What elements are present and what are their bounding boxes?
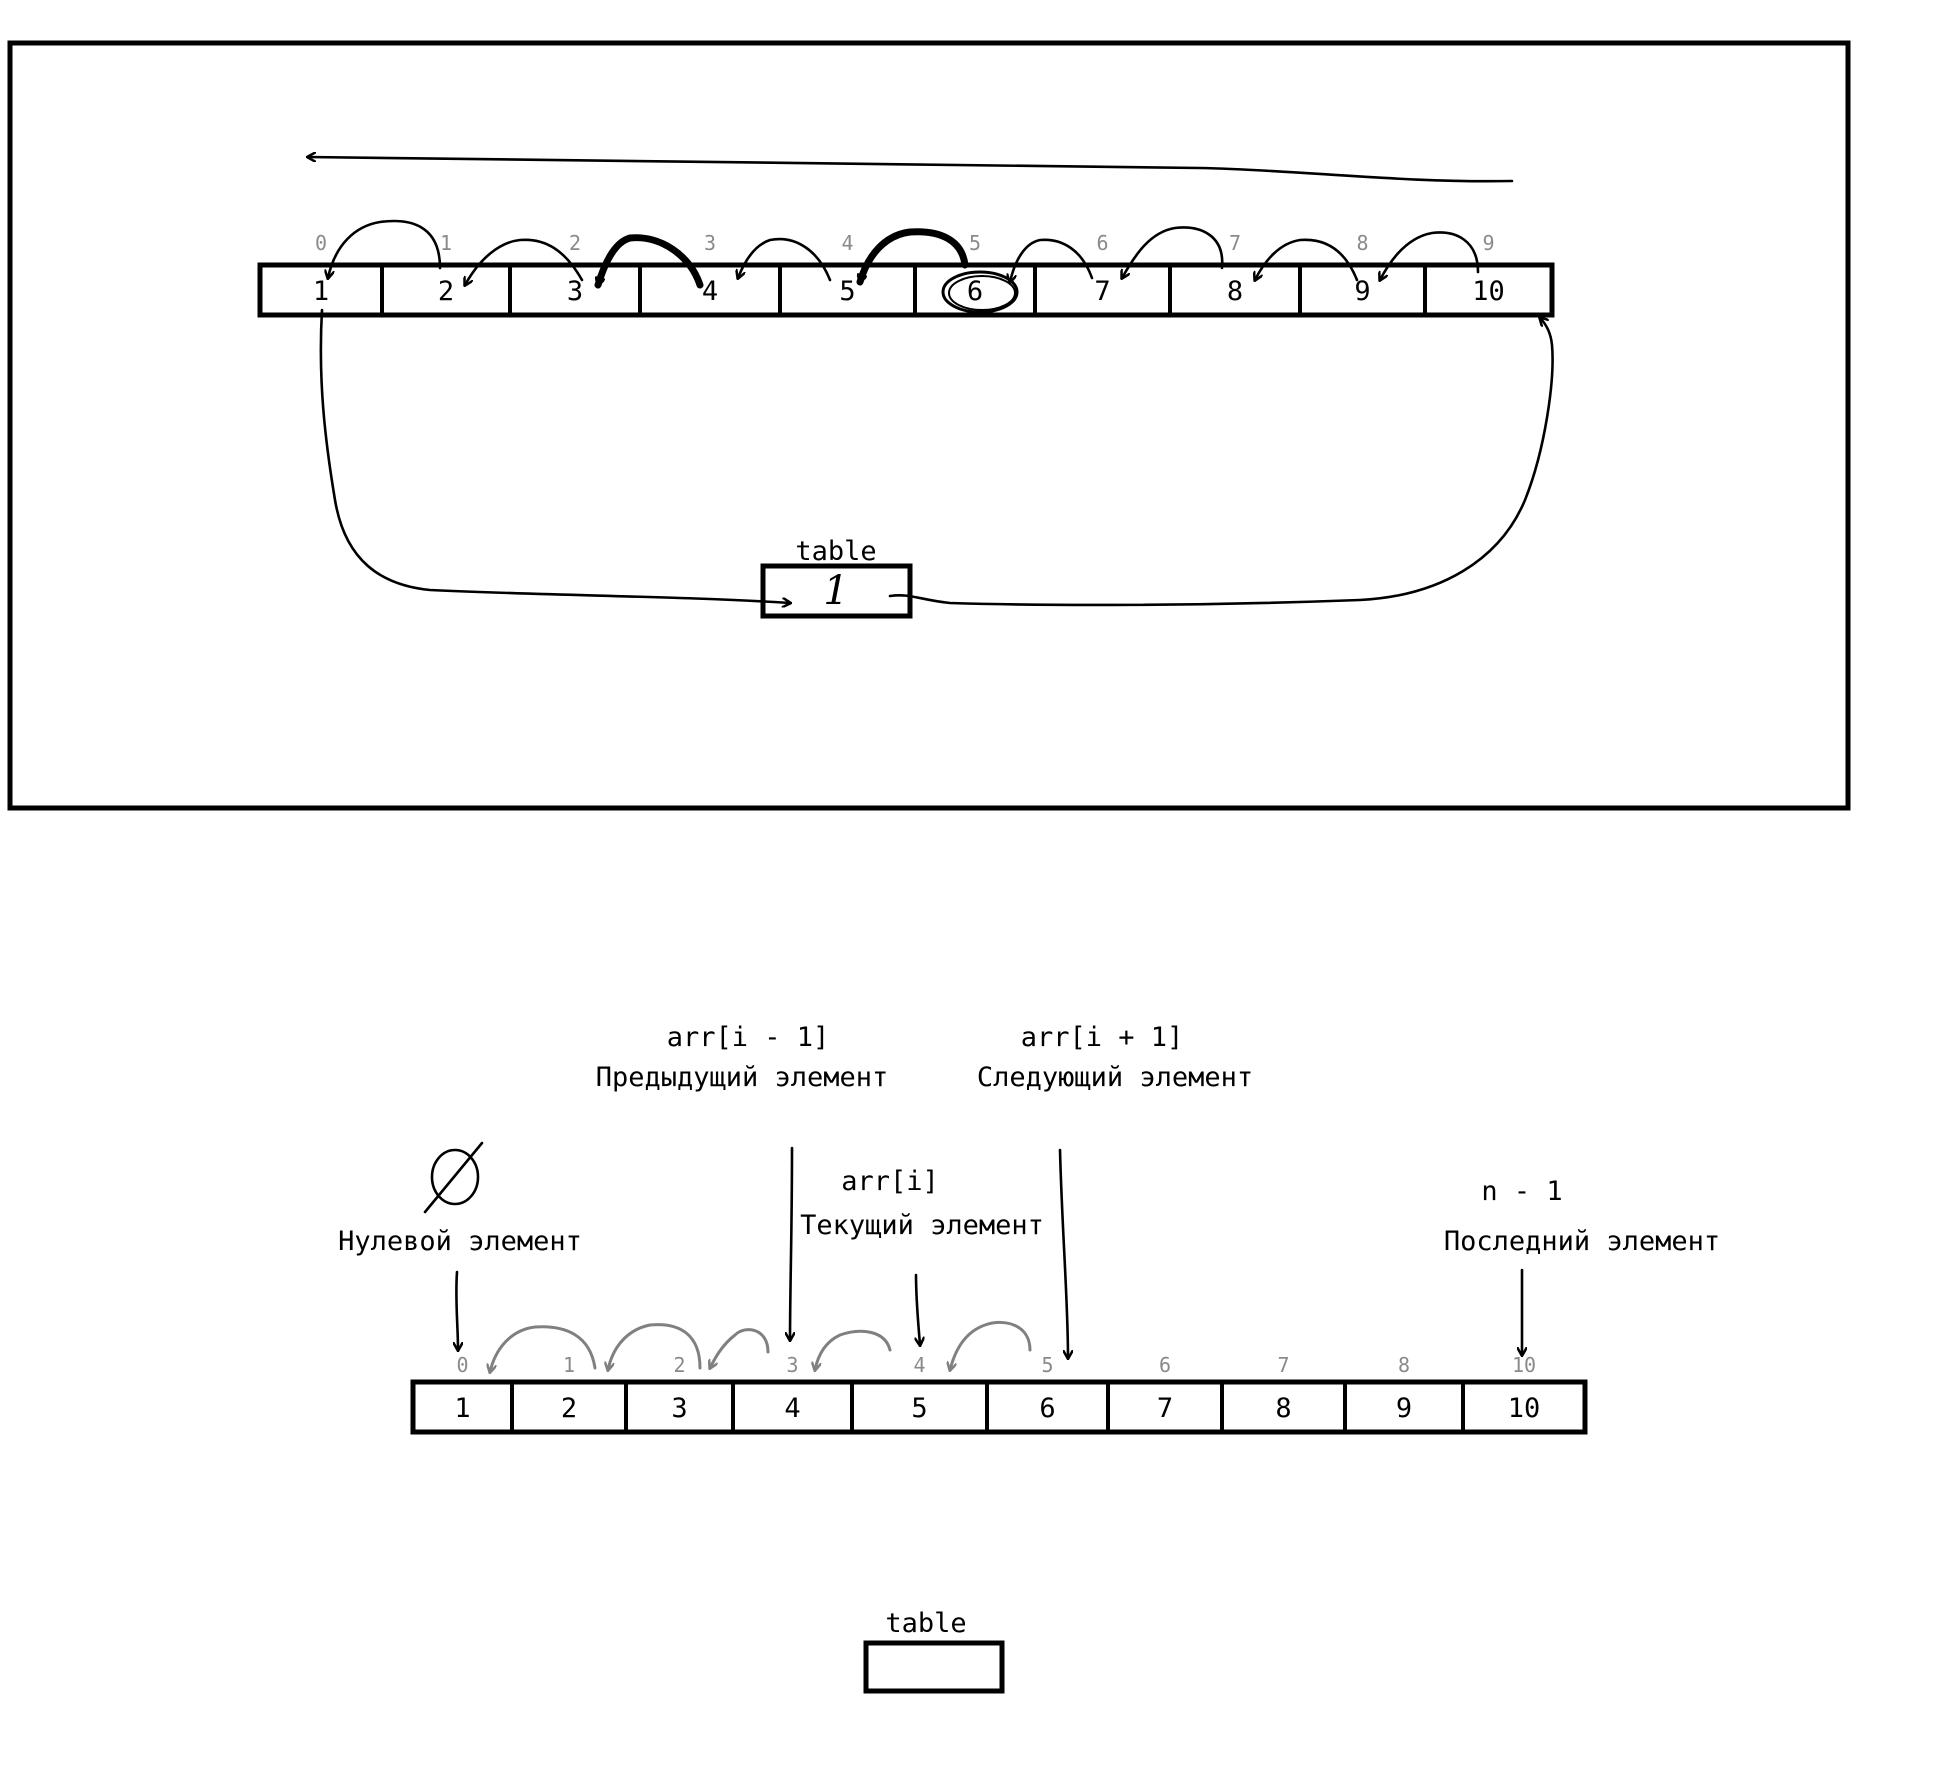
- current-desc: Текущий элемент: [800, 1210, 1044, 1241]
- top-cell-index: 0: [315, 231, 327, 255]
- swap-arrow-4-to-3: [598, 234, 704, 289]
- zero-pointer-arrow: [456, 1270, 458, 1350]
- highlight-circle: [941, 270, 1019, 314]
- top-swap-arrows: [328, 219, 1480, 289]
- last-expr: n - 1: [1481, 1176, 1562, 1207]
- bottom-cell-index: 5: [1041, 1353, 1053, 1377]
- top-cell-index: 7: [1229, 231, 1241, 255]
- next-pointer-arrow: [1058, 1148, 1068, 1358]
- swap-arrow-7-to-6: [1010, 238, 1094, 282]
- bottom-array-outline: [410, 1379, 1588, 1435]
- bottom-cell-value: 2: [561, 1393, 577, 1424]
- zero-desc: Нулевой элемент: [338, 1226, 582, 1257]
- table-to-last-arrow: [888, 318, 1554, 607]
- top-cell-value: 9: [1354, 276, 1370, 307]
- top-cell-index: 4: [841, 231, 853, 255]
- highlight-circle-inner: [948, 275, 1016, 311]
- bottom-cell-index: 4: [913, 1353, 925, 1377]
- bottom-cell-value: 7: [1157, 1393, 1173, 1424]
- swap-arrow-6-to-5: [860, 228, 969, 286]
- top-cell-value: 5: [839, 276, 855, 307]
- top-array-outline: [257, 262, 1555, 318]
- bottom-cell-index: 3: [786, 1353, 798, 1377]
- bottom-table-label: table: [885, 1608, 966, 1639]
- top-cell-value: 4: [702, 276, 718, 307]
- top-cell-value: 8: [1227, 276, 1243, 307]
- swap-arrow-5-to-4: [738, 237, 832, 280]
- top-cell-value: 3: [567, 276, 583, 307]
- top-cell-index: 5: [969, 231, 981, 255]
- top-cell-value: 10: [1472, 276, 1505, 307]
- bottom-cell-value: 3: [671, 1393, 687, 1424]
- bottom-cell-index: 10: [1512, 1353, 1536, 1377]
- shift-arrow-3-to-2: [608, 1323, 702, 1370]
- reverse-direction-arrow: [308, 157, 1514, 183]
- shift-arrow-2-to-1: [490, 1325, 597, 1372]
- bottom-cell-index: 2: [673, 1353, 685, 1377]
- top-cell-value: 6: [967, 276, 983, 307]
- bottom-panel: arr[i - 1] Предыдущий элемент arr[i + 1]…: [338, 1022, 1720, 1694]
- next-expr: arr[i + 1]: [1021, 1022, 1184, 1053]
- last-desc: Последний элемент: [1444, 1226, 1720, 1257]
- top-table-value: 1: [823, 568, 848, 614]
- shift-arrow-6-to-5: [950, 1320, 1032, 1370]
- current-pointer-arrow: [916, 1273, 920, 1345]
- next-desc: Следующий элемент: [977, 1062, 1253, 1093]
- shift-arrow-5-to-4: [815, 1329, 892, 1370]
- bottom-cell-index: 6: [1159, 1353, 1171, 1377]
- top-panel-frame: [7, 40, 1851, 811]
- top-cell-value: 2: [438, 276, 454, 307]
- top-cell-index: 8: [1356, 231, 1368, 255]
- bottom-cell-value: 5: [911, 1393, 927, 1424]
- top-cell-value: 7: [1094, 276, 1110, 307]
- bottom-cell-value: 6: [1039, 1393, 1055, 1424]
- top-cell-index: 3: [704, 231, 716, 255]
- bottom-cell-index: 1: [563, 1353, 575, 1377]
- bottom-shift-arrows: [490, 1320, 1032, 1372]
- bottom-cell-value: 1: [454, 1393, 470, 1424]
- bottom-cell-index: 8: [1398, 1353, 1410, 1377]
- top-cell-index: 6: [1096, 231, 1108, 255]
- bottom-cell-index: 0: [456, 1353, 468, 1377]
- bottom-table-box: [863, 1640, 1005, 1694]
- bottom-cell-index: 7: [1277, 1353, 1289, 1377]
- swap-arrow-3-to-2: [465, 238, 584, 285]
- current-expr: arr[i]: [841, 1166, 939, 1197]
- swap-arrow-9-to-8: [1255, 238, 1359, 280]
- top-cell-value: 1: [313, 276, 329, 307]
- top-cell-index: 2: [569, 231, 581, 255]
- bottom-cell-value: 8: [1275, 1393, 1291, 1424]
- swap-arrow-8-to-7: [1122, 226, 1224, 278]
- prev-expr: arr[i - 1]: [667, 1022, 830, 1053]
- top-cell-index: 9: [1482, 231, 1494, 255]
- top-cell-index: 1: [440, 231, 452, 255]
- bottom-cell-value: 10: [1508, 1393, 1541, 1424]
- bottom-cell-value: 4: [784, 1393, 800, 1424]
- top-table-label: table: [795, 536, 876, 567]
- swap-arrow-10-to-9: [1380, 231, 1480, 280]
- prev-pointer-arrow: [790, 1146, 792, 1340]
- empty-set-icon: [423, 1141, 484, 1214]
- shift-arrow-4-to-3: [710, 1328, 770, 1368]
- swap-arrow-2-to-1: [328, 219, 442, 278]
- bottom-cell-value: 9: [1396, 1393, 1412, 1424]
- prev-desc: Предыдущий элемент: [596, 1062, 889, 1093]
- first-to-table-arrow: [319, 308, 790, 603]
